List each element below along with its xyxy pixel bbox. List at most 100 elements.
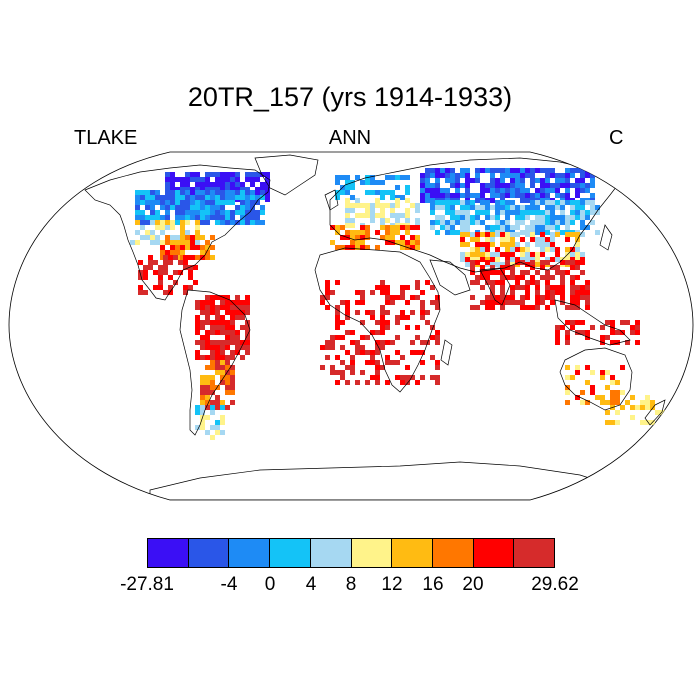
map-cell <box>190 172 195 177</box>
map-cell <box>145 200 150 205</box>
map-cell <box>415 325 420 330</box>
map-cell <box>505 295 510 300</box>
map-cell <box>235 205 240 210</box>
map-cell <box>540 232 545 237</box>
map-cell <box>230 182 235 187</box>
map-cell <box>225 375 230 380</box>
map-cell <box>138 270 143 275</box>
map-cell <box>200 355 205 360</box>
map-cell <box>360 350 365 355</box>
map-cell <box>560 290 565 295</box>
map-cell <box>210 385 215 390</box>
map-cell <box>205 320 210 325</box>
map-cell <box>500 183 505 188</box>
map-cell <box>215 195 220 200</box>
map-cell <box>220 295 225 300</box>
map-cell <box>335 195 340 200</box>
map-cell <box>480 242 485 247</box>
map-cell <box>515 285 520 290</box>
map-cell <box>495 193 500 198</box>
map-cell <box>190 200 195 205</box>
map-cell <box>165 240 170 245</box>
map-cell <box>345 175 350 180</box>
map-cell <box>380 365 385 370</box>
map-cell <box>475 198 480 203</box>
map-cell <box>495 220 500 225</box>
map-cell <box>525 252 530 257</box>
map-cell <box>445 178 450 183</box>
map-cell <box>435 230 440 235</box>
map-cell <box>610 380 615 385</box>
map-cell <box>175 250 180 255</box>
map-cell <box>435 330 440 335</box>
map-cell <box>465 225 470 230</box>
map-cell <box>465 188 470 193</box>
map-cell <box>570 168 575 173</box>
map-cell <box>490 290 495 295</box>
map-cell <box>250 177 255 182</box>
map-cell <box>170 235 175 240</box>
map-cell <box>450 205 455 210</box>
map-cell <box>410 340 415 345</box>
map-cell <box>240 345 245 350</box>
map-cell <box>210 380 215 385</box>
map-cell <box>545 215 550 220</box>
map-cell <box>390 203 395 208</box>
map-cell <box>170 172 175 177</box>
map-cell <box>440 225 445 230</box>
map-cell <box>235 330 240 335</box>
map-cell <box>380 325 385 330</box>
map-cell <box>230 200 235 205</box>
map-cell <box>180 195 185 200</box>
map-cell <box>525 285 530 290</box>
map-cell <box>560 325 565 330</box>
map-cell <box>460 205 465 210</box>
map-cell <box>570 257 575 262</box>
map-cell <box>165 250 170 255</box>
map-cell <box>138 285 143 290</box>
map-cell <box>620 405 625 410</box>
map-cell <box>190 210 195 215</box>
map-cell <box>555 232 560 237</box>
map-cell <box>480 168 485 173</box>
map-cell <box>345 310 350 315</box>
map-cell <box>385 325 390 330</box>
map-cell <box>350 360 355 365</box>
map-cell <box>640 420 645 425</box>
map-cell <box>650 400 655 405</box>
map-cell <box>200 375 205 380</box>
map-cell <box>575 232 580 237</box>
map-cell <box>455 230 460 235</box>
map-cell <box>360 240 365 245</box>
map-cell <box>585 295 590 300</box>
map-cell <box>550 290 555 295</box>
map-cell <box>575 257 580 262</box>
map-cell <box>485 225 490 230</box>
map-cell <box>390 300 395 305</box>
map-cell <box>595 395 600 400</box>
map-cell <box>160 245 165 250</box>
map-cell <box>225 405 230 410</box>
map-cell <box>155 190 160 195</box>
map-cell <box>345 315 350 320</box>
map-cell <box>495 188 500 193</box>
map-cell <box>560 220 565 225</box>
map-cell <box>525 290 530 295</box>
map-cell <box>560 260 565 265</box>
map-cell <box>520 198 525 203</box>
map-cell <box>215 330 220 335</box>
map-cell <box>180 250 185 255</box>
map-cell <box>150 205 155 210</box>
map-cell <box>175 190 180 195</box>
map-cell <box>180 230 185 235</box>
map-cell <box>188 270 193 275</box>
map-cell <box>535 305 540 310</box>
map-cell <box>490 183 495 188</box>
map-cell <box>370 310 375 315</box>
map-cell <box>195 205 200 210</box>
map-cell <box>355 345 360 350</box>
map-cell <box>510 205 515 210</box>
map-cell <box>490 168 495 173</box>
map-cell <box>220 415 225 420</box>
map-cell <box>600 370 605 375</box>
